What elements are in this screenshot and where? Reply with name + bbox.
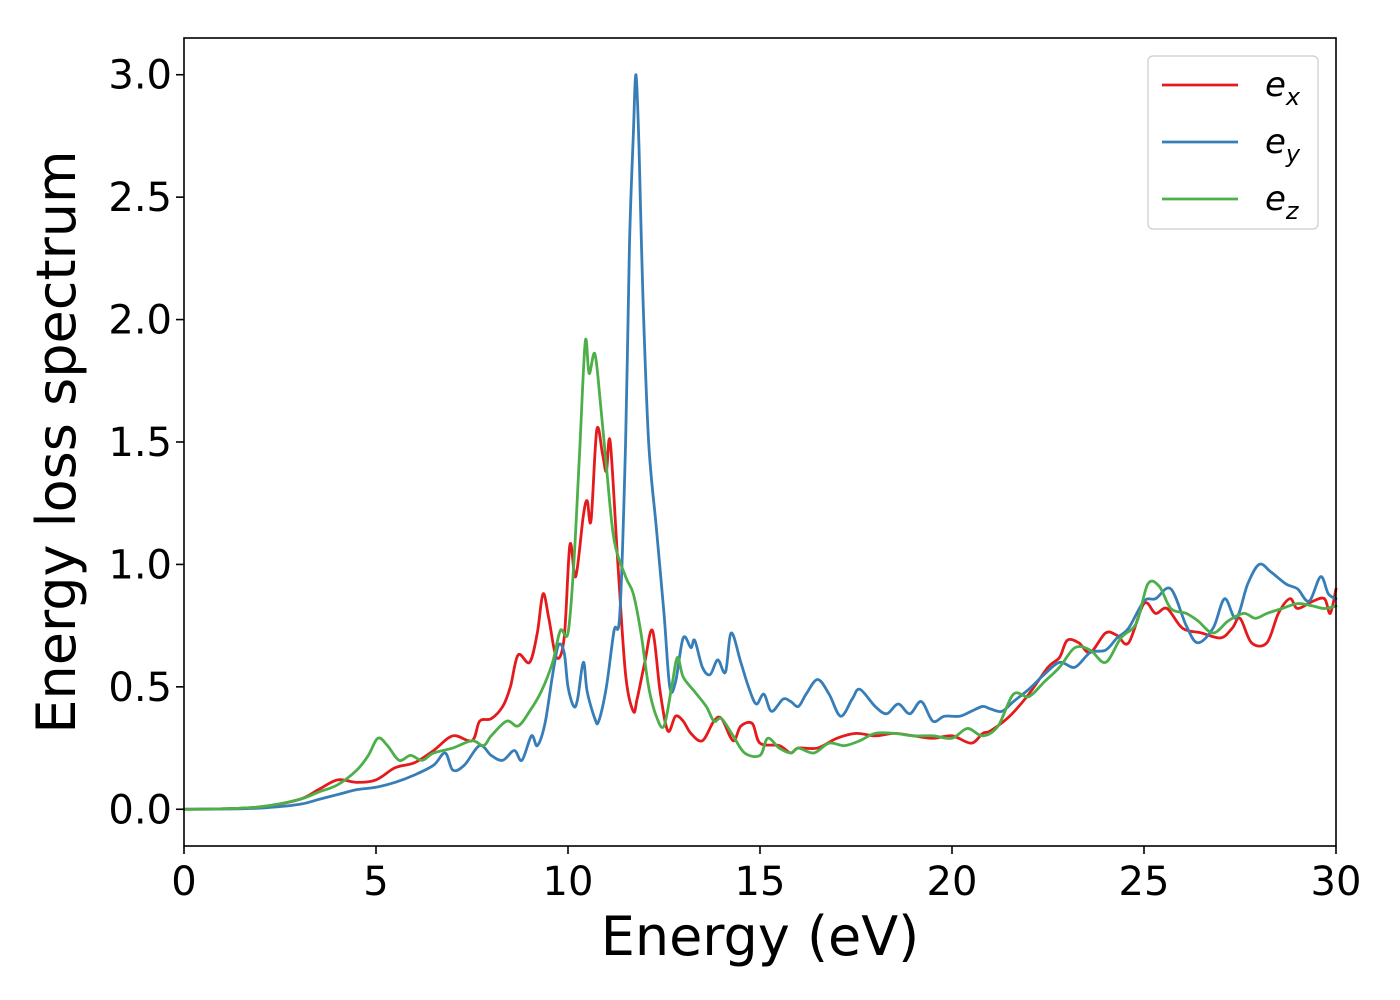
y-tick-label: 3.0 — [108, 53, 172, 99]
y-tick-label: 2.0 — [108, 298, 172, 344]
y-axis: 0.0 0.5 1.0 1.5 2.0 2.5 3.0 — [108, 53, 184, 833]
y-tick-label: 1.5 — [108, 420, 172, 466]
y-axis-title: Energy loss spectrum — [25, 150, 88, 733]
series-line-e-z — [182, 337, 1338, 811]
x-axis: 0 5 10 15 20 25 30 — [171, 846, 1361, 905]
x-tick-label: 25 — [1119, 859, 1170, 905]
series-line-e-y — [182, 73, 1338, 811]
legend-label-e-x: ex — [1265, 65, 1301, 111]
y-tick-label: 1.0 — [108, 542, 172, 588]
legend: ex ey ez — [1147, 55, 1319, 230]
legend-label-e-y: ey — [1265, 122, 1301, 168]
y-tick-label: 0.5 — [108, 665, 172, 711]
series-layer — [182, 73, 1338, 811]
x-tick-label: 5 — [363, 859, 388, 905]
x-tick-label: 15 — [735, 859, 786, 905]
legend-label-e-z: ez — [1265, 179, 1300, 225]
x-tick-label: 20 — [927, 859, 978, 905]
x-axis-title: Energy (eV) — [601, 905, 920, 968]
x-tick-label: 10 — [543, 859, 594, 905]
x-tick-label: 30 — [1311, 859, 1362, 905]
y-tick-label: 0.0 — [108, 787, 172, 833]
x-tick-label: 0 — [171, 859, 196, 905]
series-line-e-x — [182, 425, 1338, 811]
y-tick-label: 2.5 — [108, 175, 172, 221]
